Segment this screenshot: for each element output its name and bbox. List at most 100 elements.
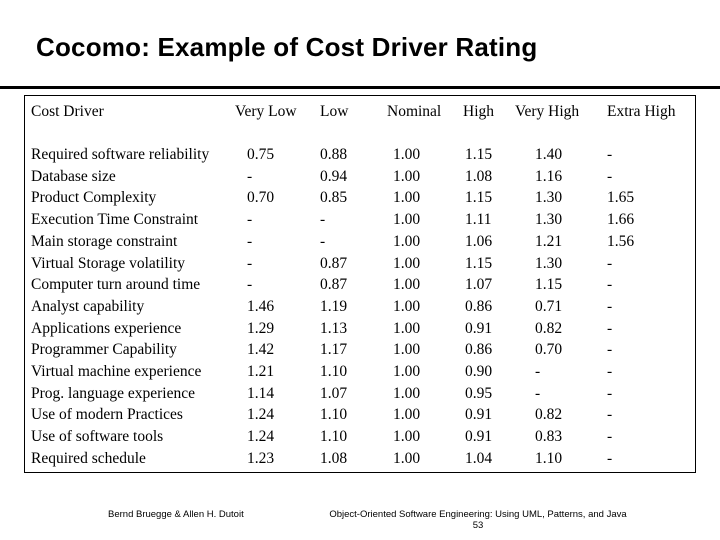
cell-extra-high: - xyxy=(607,363,613,380)
header-very-high: Very High xyxy=(515,103,580,120)
row-driver-name: Prog. language experience xyxy=(31,384,195,402)
cell-low: 0.88 xyxy=(320,146,348,163)
cell-very-high: 1.15 xyxy=(535,276,563,294)
cell-very-high: 0.82 xyxy=(535,319,563,337)
cell-very-low: 1.24 xyxy=(247,406,275,424)
cell-extra-high: - xyxy=(607,167,613,185)
cell-very-high: 1.16 xyxy=(535,167,563,185)
header-low: Low xyxy=(320,103,349,120)
header-extra-high: Extra High xyxy=(607,103,676,120)
cell-low: 1.10 xyxy=(320,406,348,424)
cell-very-high: 1.40 xyxy=(535,146,563,163)
cell-low: 0.87 xyxy=(320,276,348,294)
footer-authors: Bernd Bruegge & Allen H. Dutoit xyxy=(108,509,244,520)
cell-nominal: 1.00 xyxy=(393,232,421,250)
cell-nominal: 1.00 xyxy=(393,406,421,424)
cell-nominal: 1.00 xyxy=(393,189,421,207)
cell-very-high: - xyxy=(535,363,541,380)
cell-high: 0.95 xyxy=(465,384,493,402)
cell-high: 1.15 xyxy=(465,146,493,163)
cell-high: 1.15 xyxy=(465,189,493,207)
row-driver-name: Execution Time Constraint xyxy=(31,211,199,229)
row-driver-name: Product Complexity xyxy=(31,189,157,207)
cell-extra-high: 1.56 xyxy=(607,232,635,250)
cell-low: 1.10 xyxy=(320,428,348,446)
cell-extra-high: - xyxy=(607,384,613,402)
cell-very-low: 0.70 xyxy=(247,189,275,207)
cell-high: 1.08 xyxy=(465,167,493,185)
cell-very-high: 1.30 xyxy=(535,254,563,272)
cell-low: 0.94 xyxy=(320,167,348,185)
cell-very-low: - xyxy=(247,232,253,250)
cell-low: 1.17 xyxy=(320,341,348,359)
header-cost-driver: Cost Driver xyxy=(31,103,104,120)
cell-very-low: 1.42 xyxy=(247,341,275,359)
cell-very-high: 1.10 xyxy=(535,449,563,467)
cell-low: 0.87 xyxy=(320,254,348,272)
cell-high: 0.91 xyxy=(465,319,493,337)
row-driver-name: Virtual Storage volatility xyxy=(31,254,186,272)
cell-nominal: 1.00 xyxy=(393,319,421,337)
cell-very-low: 1.21 xyxy=(247,363,275,380)
row-driver-name: Virtual machine experience xyxy=(31,363,202,380)
cell-very-low: - xyxy=(247,276,253,294)
cell-high: 1.07 xyxy=(465,276,493,294)
cell-very-low: - xyxy=(247,211,253,229)
header-nominal: Nominal xyxy=(387,103,442,120)
page-number: 53 xyxy=(472,520,484,531)
cell-very-high: - xyxy=(535,384,541,402)
cell-high: 0.90 xyxy=(465,363,493,380)
footer-book-title: Object-Oriented Software Engineering: Us… xyxy=(329,509,627,520)
cell-low: 1.08 xyxy=(320,449,348,467)
row-driver-name: Use of modern Practices xyxy=(31,406,183,424)
cell-high: 1.11 xyxy=(465,211,492,229)
row-driver-name: Required software reliability xyxy=(31,146,210,163)
cell-low: - xyxy=(320,211,326,229)
cell-very-low: 1.24 xyxy=(247,428,275,446)
cell-extra-high: - xyxy=(607,449,613,467)
cell-nominal: 1.00 xyxy=(393,211,421,229)
cell-very-high: 0.71 xyxy=(535,297,563,315)
cell-extra-high: - xyxy=(607,297,613,315)
row-driver-name: Computer turn around time xyxy=(31,276,201,294)
cell-low: 1.19 xyxy=(320,297,348,315)
cell-very-low: 1.46 xyxy=(247,297,275,315)
cell-nominal: 1.00 xyxy=(393,297,421,315)
cell-very-low: - xyxy=(247,254,253,272)
cell-very-high: 1.30 xyxy=(535,189,563,207)
row-driver-name: Analyst capability xyxy=(31,297,145,315)
cell-nominal: 1.00 xyxy=(393,428,421,446)
cell-very-low: 1.23 xyxy=(247,449,275,467)
row-driver-name: Programmer Capability xyxy=(31,341,177,359)
cell-high: 1.06 xyxy=(465,232,493,250)
cell-low: - xyxy=(320,232,326,250)
cell-high: 0.86 xyxy=(465,297,493,315)
cell-nominal: 1.00 xyxy=(393,254,421,272)
cell-nominal: 1.00 xyxy=(393,167,421,185)
row-driver-name: Applications experience xyxy=(31,319,182,337)
cell-very-low: 0.75 xyxy=(247,146,275,163)
row-driver-name: Required schedule xyxy=(31,449,146,467)
title-divider xyxy=(0,86,720,89)
cell-low: 1.13 xyxy=(320,319,348,337)
cell-extra-high: - xyxy=(607,319,613,337)
slide-title: Cocomo: Example of Cost Driver Rating xyxy=(36,32,538,62)
cell-high: 1.15 xyxy=(465,254,493,272)
cost-driver-table: Cost Driver Very Low Low Nominal High Ve… xyxy=(24,95,696,473)
cell-low: 1.10 xyxy=(320,363,348,380)
cell-nominal: 1.00 xyxy=(393,341,421,359)
cell-extra-high: - xyxy=(607,428,613,446)
cell-very-low: 1.29 xyxy=(247,319,275,337)
cell-low: 1.07 xyxy=(320,384,348,402)
cell-extra-high: - xyxy=(607,254,613,272)
cell-extra-high: 1.66 xyxy=(607,211,635,229)
cell-nominal: 1.00 xyxy=(393,384,421,402)
cell-extra-high: - xyxy=(607,276,613,294)
cell-extra-high: 1.65 xyxy=(607,189,635,207)
cell-very-low: - xyxy=(247,167,253,185)
cell-very-high: 1.30 xyxy=(535,211,563,229)
header-high: High xyxy=(463,103,494,120)
cell-low: 0.85 xyxy=(320,189,348,207)
cell-extra-high: - xyxy=(607,146,613,163)
header-very-low: Very Low xyxy=(235,103,297,120)
